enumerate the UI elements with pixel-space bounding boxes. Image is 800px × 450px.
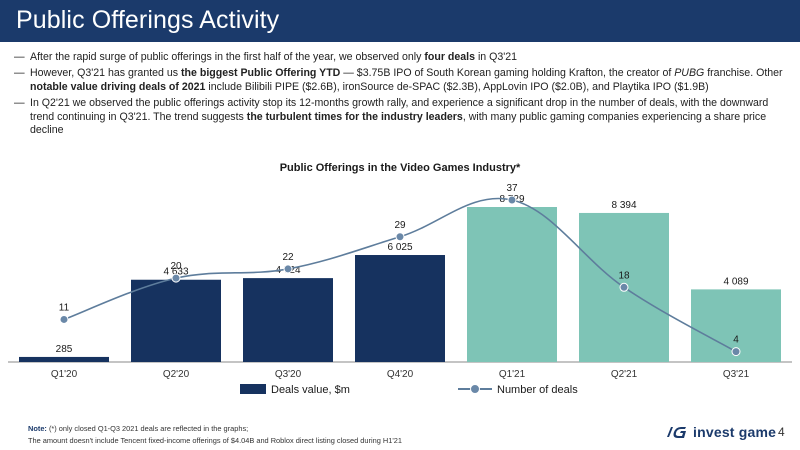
page-title: Public Offerings Activity xyxy=(16,6,280,34)
bullet-emphasis: four deals xyxy=(424,51,475,63)
bar-value-label: 6 025 xyxy=(387,242,412,253)
bar-value-label: 4 089 xyxy=(723,276,748,287)
bullet-dash: — xyxy=(14,97,25,110)
deals-count-label: 22 xyxy=(282,252,294,263)
bar-value-label: 8 394 xyxy=(611,200,636,211)
x-tick-label: Q3'20 xyxy=(275,369,302,380)
legend-label-line: Number of deals xyxy=(497,384,578,396)
x-tick-label: Q1'20 xyxy=(51,369,78,380)
footnote: Note: (*) only closed Q1-Q3 2021 deals a… xyxy=(28,423,402,446)
legend-swatch-marker xyxy=(470,384,480,394)
bullet-emphasis: the turbulent times for the industry lea… xyxy=(246,110,463,123)
bullet-item: — In Q2'21 we observed the public offeri… xyxy=(14,97,784,137)
footnote-line-2: The amount doesn't include Tencent fixed… xyxy=(28,435,402,445)
deals-count-point xyxy=(59,314,69,324)
deals-count-point xyxy=(619,282,629,292)
deals-count-label: 4 xyxy=(733,335,739,346)
bullet-dash: — xyxy=(14,67,25,80)
bullet-italic: PUBG xyxy=(674,67,705,80)
chart-title: Public Offerings in the Video Games Indu… xyxy=(279,162,521,174)
bar-value-label: 285 xyxy=(56,344,73,355)
x-tick-label: Q3'21 xyxy=(723,369,750,380)
bullet-text: — $3.75B IPO of South Korean gaming hold… xyxy=(340,67,675,80)
legend-swatch-bars xyxy=(240,384,266,394)
bar-Q3'20 xyxy=(243,278,333,362)
title-bar: Public Offerings Activity xyxy=(0,0,800,42)
bullet-dash: — xyxy=(14,51,25,63)
deals-count-label: 11 xyxy=(59,302,70,313)
bullet-text: , with many public gaming companies expe… xyxy=(30,110,767,137)
deals-count-label: 37 xyxy=(506,183,518,194)
deals-count-point xyxy=(283,264,293,274)
deals-count-point xyxy=(731,347,741,357)
deals-count-label: 29 xyxy=(394,220,406,231)
bullet-text: After the rapid surge of public offering… xyxy=(30,51,425,63)
brand: invest game xyxy=(664,423,776,441)
x-tick-label: Q2'21 xyxy=(611,369,638,380)
bar-Q1'21 xyxy=(467,207,557,362)
bullet-emphasis: the biggest Public Offering YTD xyxy=(181,67,341,80)
bullet-item: — However, Q3'21 has granted us the bigg… xyxy=(14,67,784,94)
deals-count-label: 20 xyxy=(170,261,182,272)
deals-count-point xyxy=(171,273,181,283)
legend-label-bars: Deals value, $m xyxy=(271,384,350,396)
bullet-emphasis: notable value driving deals of 2021 xyxy=(30,80,206,93)
x-tick-label: Q1'21 xyxy=(499,369,526,380)
bullet-text: in Q3'21 xyxy=(475,51,518,63)
bullet-text: include Bilibili PIPE ($2.6B), ironSourc… xyxy=(205,80,709,93)
bullet-text: However, Q3'21 has granted us xyxy=(30,67,182,80)
footnote-label: Note: xyxy=(28,424,47,433)
bar-value-label: 4 633 xyxy=(163,267,188,278)
bullet-list: — After the rapid surge of public offeri… xyxy=(14,51,784,140)
bar-Q2'20 xyxy=(131,279,221,362)
ig-logo-icon xyxy=(667,427,686,438)
footnote-line-1: (*) only closed Q1-Q3 2021 deals are ref… xyxy=(46,424,249,433)
bar-Q1'20 xyxy=(19,356,109,362)
deals-count-label: 18 xyxy=(618,270,630,281)
x-tick-label: Q4'20 xyxy=(387,369,414,380)
x-tick-label: Q2'20 xyxy=(163,369,190,380)
bullet-text: In Q2'21 we observed the public offering… xyxy=(30,97,769,123)
bullet-text: franchise. Other xyxy=(704,67,783,80)
page-number: 4 xyxy=(778,425,785,439)
bullet-item: — After the rapid surge of public offeri… xyxy=(14,51,784,64)
chart-area: Public Offerings in the Video Games Indu… xyxy=(0,150,800,420)
brand-name: invest game xyxy=(693,424,777,440)
deals-count-point xyxy=(395,232,405,242)
deals-count-point xyxy=(507,195,517,205)
bar-Q4'20 xyxy=(355,255,445,362)
